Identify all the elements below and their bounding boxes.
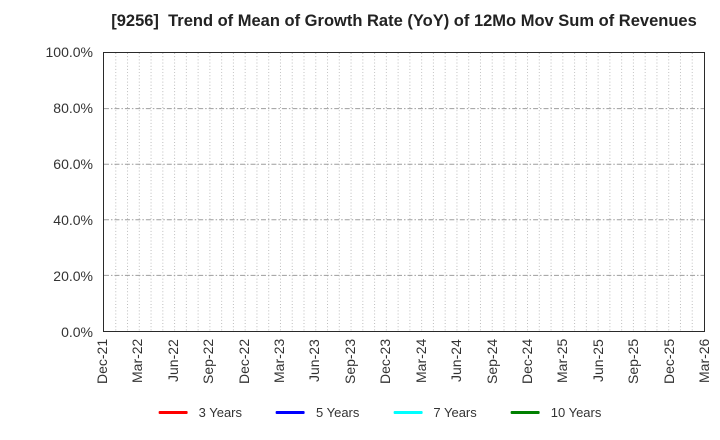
legend-line-swatch: [393, 411, 423, 414]
legend-line-swatch: [158, 411, 188, 414]
legend-item: 3 Years: [158, 405, 243, 420]
x-tick-label: Sep-22: [200, 338, 217, 384]
x-tick-label: Dec-23: [377, 338, 394, 384]
x-tick-label: Mar-23: [271, 338, 288, 383]
x-tick-label: Mar-26: [696, 338, 712, 383]
y-tick-label: 60.0%: [53, 156, 93, 172]
x-tick-label: Mar-25: [554, 338, 571, 383]
x-tick-label: Jun-23: [306, 339, 323, 382]
x-tick-label: Jun-24: [448, 339, 465, 382]
legend-line-swatch: [510, 411, 540, 414]
x-tick-label: Dec-24: [518, 338, 535, 384]
y-tick-label: 80.0%: [53, 100, 93, 116]
x-tick-label: Sep-24: [483, 338, 500, 384]
x-tick-label: Sep-25: [625, 338, 642, 384]
x-tick-label: Dec-25: [660, 338, 677, 384]
y-tick-label: 40.0%: [53, 212, 93, 228]
y-tick-label: 100.0%: [45, 44, 93, 60]
chart-title: [9256] Trend of Mean of Growth Rate (YoY…: [111, 12, 697, 30]
legend-label: 5 Years: [316, 405, 360, 420]
x-tick-label: Dec-21: [94, 338, 110, 384]
x-tick-label: Jun-25: [589, 339, 606, 382]
x-tick-label: Jun-22: [164, 339, 181, 382]
y-tick-label: 20.0%: [53, 268, 93, 284]
legend-item: 10 Years: [510, 405, 602, 420]
legend-label: 3 Years: [198, 405, 243, 420]
gridlines-canvas: [104, 53, 704, 331]
legend-line-swatch: [276, 411, 306, 414]
x-tick-label: Sep-23: [341, 338, 358, 384]
plot-area: [103, 52, 705, 332]
legend-label: 7 Years: [433, 405, 477, 420]
legend-item: 7 Years: [393, 405, 477, 420]
x-tick-label: Mar-24: [412, 338, 429, 383]
y-tick-label: 0.0%: [61, 324, 93, 340]
legend: 3 Years 5 Years 7 Years 10 Years: [158, 405, 602, 420]
legend-item: 5 Years: [276, 405, 359, 420]
legend-label: 10 Years: [550, 405, 602, 420]
x-tick-label: Mar-22: [129, 338, 146, 383]
x-tick-label: Dec-22: [235, 338, 252, 384]
